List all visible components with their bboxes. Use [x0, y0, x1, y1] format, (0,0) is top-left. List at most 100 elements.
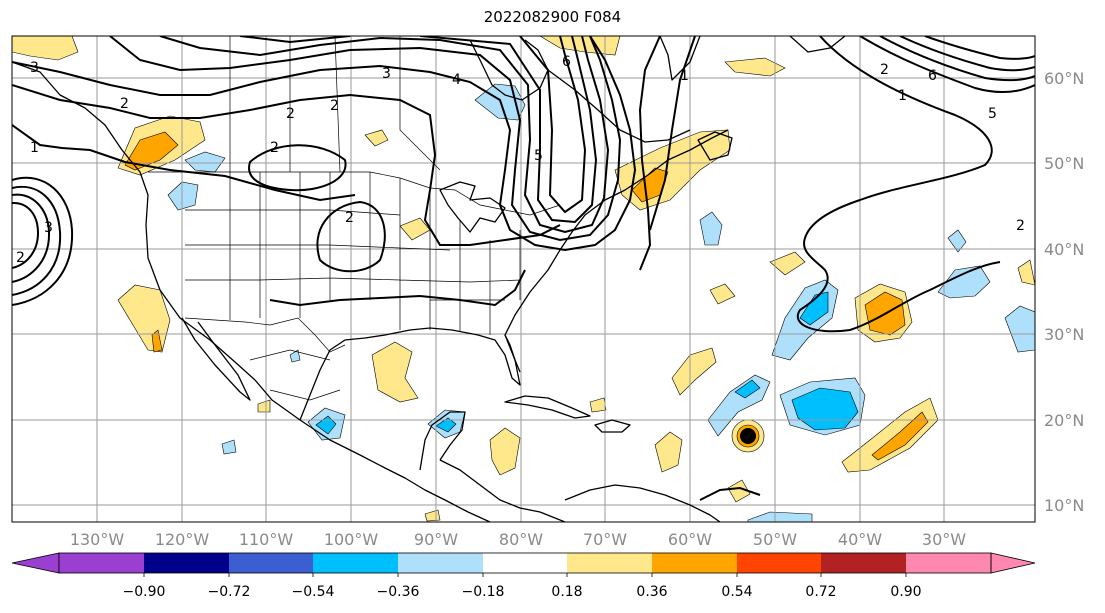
- storm-center-marker: [740, 428, 756, 444]
- positive-anomaly-region: [117, 284, 171, 353]
- central-america: [439, 459, 566, 522]
- contour-label: 2: [1016, 218, 1025, 234]
- contour-label: 1: [898, 88, 907, 104]
- contour-line: [12, 176, 74, 306]
- cuba: [504, 395, 591, 419]
- contour-label: 5: [534, 148, 543, 164]
- canada-provinces: [229, 36, 441, 173]
- hispaniola: [594, 419, 631, 433]
- colorbar: −0.90 −0.72 −0.54 −0.36 −0.18 0.18 0.36 …: [11, 552, 1036, 600]
- colorbar-tick-label: 0.36: [636, 584, 667, 600]
- positive-anomaly-region: [371, 341, 419, 403]
- contour-line: [638, 36, 661, 271]
- contour-label: 6: [928, 68, 937, 84]
- colorbar-tick-label: −0.90: [123, 584, 166, 600]
- florida: [504, 334, 521, 373]
- longitude-label: 60°W: [668, 530, 712, 549]
- positive-anomaly-region: [671, 347, 717, 396]
- positive-anomaly-region: [709, 283, 736, 305]
- contour-label: 2: [345, 210, 354, 226]
- contour-label: 6: [562, 54, 571, 70]
- contour-lines: [12, 36, 1035, 501]
- colorbar-tick-label: −0.54: [292, 584, 335, 600]
- north-america-west-coast: [12, 61, 491, 522]
- colorbar-segment: [313, 553, 398, 573]
- south-america-north-coast: [564, 484, 721, 522]
- contour-label: 2: [120, 96, 129, 112]
- us-mexico-border: [184, 317, 346, 353]
- map-title: 2022082900 F084: [483, 8, 622, 26]
- coastlines: [12, 36, 846, 522]
- positive-anomaly-region: [724, 57, 786, 77]
- colorbar-tick-label: −0.72: [208, 584, 251, 600]
- contour-line: [12, 84, 561, 246]
- contour-line: [159, 36, 610, 234]
- contour-line: [859, 36, 1035, 93]
- colorbar-segment: [821, 553, 906, 573]
- positive-anomaly-region: [12, 36, 79, 61]
- newfoundland: [697, 131, 733, 161]
- positive-anomaly-region: [1017, 259, 1035, 286]
- longitude-labels: 130°W 120°W 110°W 100°W 90°W 80°W 70°W 6…: [70, 530, 966, 549]
- negative-anomaly-region: [221, 439, 237, 455]
- longitude-label: 40°W: [838, 530, 882, 549]
- positive-anomaly-region: [151, 329, 163, 353]
- contour-label: 2: [16, 250, 25, 266]
- us-canada-border: [148, 171, 561, 216]
- positive-anomaly-region: [424, 509, 441, 522]
- contour-line: [12, 185, 62, 296]
- contour-label: 2: [330, 98, 339, 114]
- colorbar-segment: [398, 553, 483, 573]
- colorbar-frame: [58, 552, 992, 574]
- colorbar-segment: [483, 553, 567, 573]
- latitude-label: 10°N: [1044, 496, 1084, 515]
- colorbar-tick-label: 0.54: [721, 584, 752, 600]
- contour-label: 2: [270, 140, 279, 156]
- colorbar-segment: [59, 553, 144, 573]
- contour-line: [899, 36, 1035, 72]
- contour-line: [316, 200, 386, 273]
- greenland: [659, 36, 701, 81]
- map-area: 3 3 2 1 2 2 3 4 6 5 1 1 2 6 5 2 2 2 2: [12, 36, 1035, 522]
- contour-labels: 3 3 2 1 2 2 3 4 6 5 1 1 2 6 5 2 2 2 2: [16, 54, 1025, 266]
- colorbar-tick-label: −0.36: [377, 584, 420, 600]
- positive-anomaly-region: [489, 427, 521, 476]
- negative-anomaly-region: [1004, 305, 1035, 353]
- colorbar-segment: [737, 553, 821, 573]
- contour-line: [649, 36, 696, 231]
- contour-line: [12, 201, 40, 269]
- map-frame: [11, 35, 1036, 523]
- contour-label: 2: [286, 106, 295, 122]
- colorbar-segment: [567, 553, 652, 573]
- longitude-label: 80°W: [499, 530, 543, 549]
- contour-line: [12, 193, 51, 283]
- contour-line: [12, 36, 637, 252]
- longitude-label: 100°W: [324, 530, 379, 549]
- negative-anomaly-region: [184, 151, 226, 173]
- contour-label: 1: [30, 140, 39, 156]
- contour-label: 1: [680, 68, 689, 84]
- positive-anomaly-region: [769, 251, 806, 276]
- positive-anomaly-region: [124, 131, 179, 171]
- latitude-label: 40°N: [1044, 240, 1084, 259]
- colorbar-tick-label: 0.72: [805, 584, 836, 600]
- longitude-label: 130°W: [70, 530, 125, 549]
- contour-line: [796, 36, 1001, 333]
- colorbar-segment: [652, 553, 737, 573]
- negative-anomaly-region: [799, 291, 829, 326]
- contour-line: [879, 36, 1035, 82]
- positive-anomaly-region: [727, 479, 751, 503]
- latitude-label: 30°N: [1044, 325, 1084, 344]
- latitude-label: 60°N: [1044, 69, 1084, 88]
- colorbar-tick-label: 0.18: [551, 584, 582, 600]
- negative-anomaly-region: [734, 379, 761, 399]
- negative-anomaly-region: [699, 211, 723, 246]
- negative-anomaly-region: [167, 181, 199, 211]
- colorbar-segment: [906, 553, 991, 573]
- anomaly-fills: [12, 36, 1035, 522]
- greenland-east: [789, 36, 846, 53]
- longitude-label: 50°W: [753, 530, 797, 549]
- negative-anomaly-region: [435, 417, 457, 433]
- yucatan-coast: [419, 411, 466, 471]
